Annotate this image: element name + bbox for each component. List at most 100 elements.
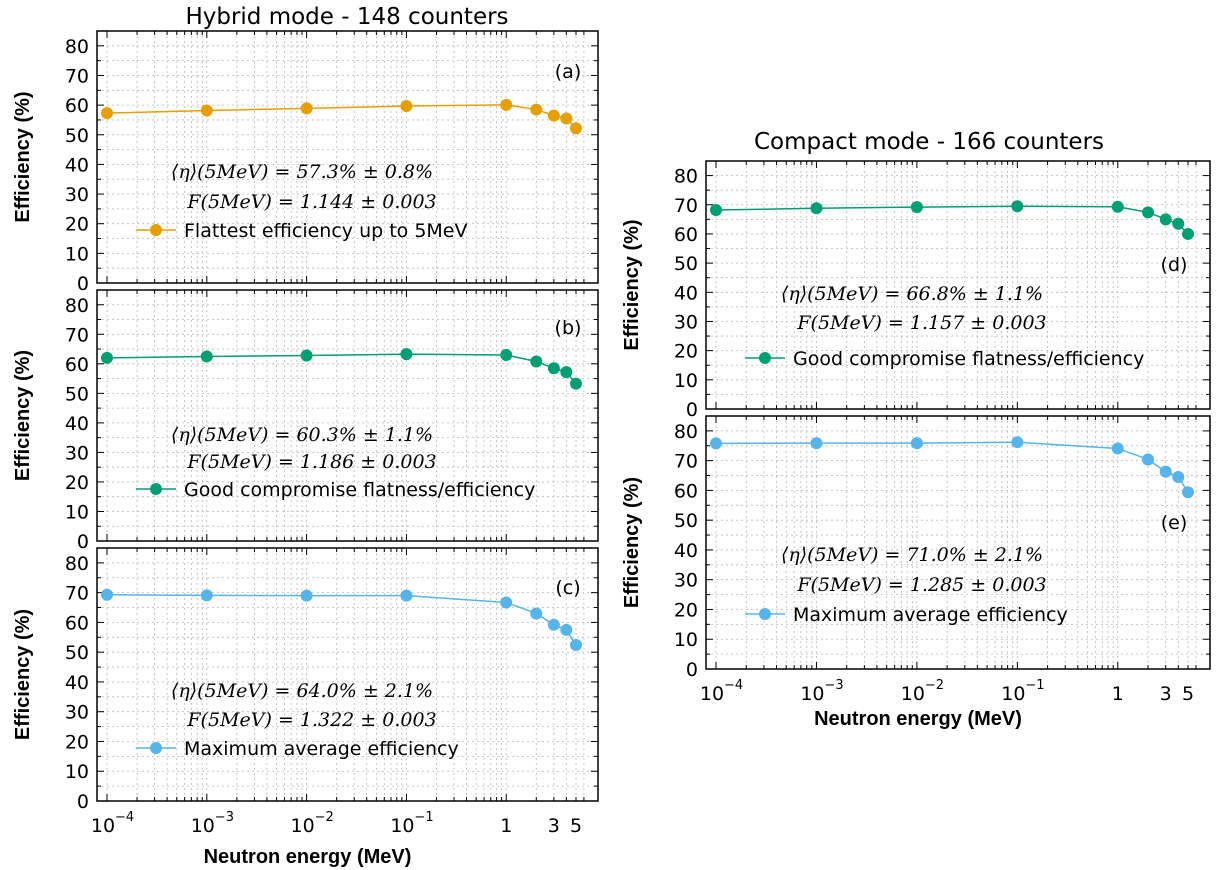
y-tick-label: 20 xyxy=(65,472,89,494)
y-tick-label: 70 xyxy=(674,451,698,473)
x-tick-exponent: −3 xyxy=(215,810,234,825)
data-point xyxy=(560,623,573,636)
mean-efficiency-annotation: ⟨η⟩(5MeV) = 60.3% ± 1.1% xyxy=(171,424,433,446)
data-point xyxy=(300,349,313,362)
data-point xyxy=(547,362,560,375)
data-point xyxy=(200,589,213,602)
y-tick-label: 80 xyxy=(674,421,698,443)
y-tick-label: 60 xyxy=(674,224,698,246)
y-tick-label: 20 xyxy=(65,731,89,753)
y-tick-label: 10 xyxy=(65,501,89,523)
data-point xyxy=(1111,442,1124,455)
legend-marker xyxy=(150,483,162,495)
plot-frame xyxy=(96,547,599,802)
chart-panel: 0 10 20 30 40 50 60 70 80 Efficiency (%) (b) ⟨η⟩(5M… xyxy=(12,289,599,553)
y-tick-label: 60 xyxy=(65,95,89,117)
y-tick-label: 80 xyxy=(65,36,89,58)
data-point xyxy=(200,350,213,363)
mean-efficiency-annotation: ⟨η⟩(5MeV) = 71.0% ± 2.1% xyxy=(781,544,1043,566)
x-tick-label: 10 xyxy=(901,683,925,705)
flatness-annotation: F(5MeV) = 1.186 ± 0.003 xyxy=(186,451,436,473)
y-tick-label: 10 xyxy=(65,243,89,265)
x-tick-label: 1 xyxy=(1112,683,1124,705)
data-point xyxy=(710,437,722,450)
data-point xyxy=(200,104,213,117)
y-tick-label: 40 xyxy=(65,672,89,694)
data-point xyxy=(500,348,513,361)
y-tick-label: 10 xyxy=(65,761,89,783)
data-point xyxy=(1142,206,1155,219)
x-tick-label: 10 xyxy=(1001,683,1025,705)
data-point xyxy=(400,100,413,113)
x-tick-exponent: −1 xyxy=(1025,678,1044,693)
data-point xyxy=(1159,213,1172,226)
data-point xyxy=(810,437,823,450)
y-tick-label: 70 xyxy=(65,583,89,605)
x-axis-label: Neutron energy (MeV) xyxy=(814,708,1022,730)
chart-panel: 0 10 20 30 40 50 60 70 80 Efficiency (%) (a) ⟨η⟩(5M… xyxy=(12,30,599,295)
x-tick-label: 3 xyxy=(548,815,560,837)
y-tick-label: 40 xyxy=(65,413,89,435)
y-tick-label: 20 xyxy=(674,599,698,621)
x-tick-label: 5 xyxy=(1182,683,1194,705)
y-tick-label: 20 xyxy=(674,341,698,363)
y-tick-label: 10 xyxy=(674,629,698,651)
legend-marker xyxy=(150,742,162,754)
plot-frame xyxy=(705,415,1211,670)
y-tick-label: 0 xyxy=(77,791,89,813)
data-point xyxy=(810,202,823,215)
y-tick-label: 0 xyxy=(686,659,698,681)
data-point xyxy=(1182,486,1194,499)
y-tick-label: 50 xyxy=(65,125,89,147)
y-tick-label: 70 xyxy=(65,65,89,87)
plot-frame xyxy=(705,160,1211,410)
left-figure-title: Hybrid mode - 148 counters xyxy=(185,4,508,30)
x-tick-label: 10 xyxy=(390,815,414,837)
data-point xyxy=(1172,217,1185,230)
data-point xyxy=(530,355,543,368)
data-point xyxy=(560,112,573,125)
data-point xyxy=(910,201,923,214)
data-point xyxy=(1172,471,1185,484)
data-point xyxy=(547,109,560,122)
y-tick-label: 50 xyxy=(65,383,89,405)
panel-label: (c) xyxy=(555,577,580,599)
y-axis-label: Efficiency (%) xyxy=(12,91,34,222)
y-tick-label: 40 xyxy=(674,282,698,304)
y-tick-label: 20 xyxy=(65,214,89,236)
y-tick-label: 70 xyxy=(674,195,698,217)
data-point xyxy=(570,377,582,390)
legend-marker xyxy=(150,224,162,236)
legend-label: Maximum average efficiency xyxy=(184,738,459,760)
data-point xyxy=(500,98,513,111)
x-tick-exponent: −4 xyxy=(724,678,743,693)
y-tick-label: 80 xyxy=(65,553,89,575)
flatness-annotation: F(5MeV) = 1.157 ± 0.003 xyxy=(796,312,1046,334)
data-point xyxy=(300,589,313,602)
y-tick-label: 80 xyxy=(674,166,698,188)
mean-efficiency-annotation: ⟨η⟩(5MeV) = 66.8% ± 1.1% xyxy=(781,283,1043,305)
y-axis-label: Efficiency (%) xyxy=(621,219,643,350)
y-tick-label: 50 xyxy=(674,510,698,532)
data-point xyxy=(1182,227,1194,240)
data-point xyxy=(530,607,543,620)
mean-efficiency-annotation: ⟨η⟩(5MeV) = 57.3% ± 0.8% xyxy=(171,161,433,183)
data-point xyxy=(1011,436,1024,449)
data-point xyxy=(570,122,582,135)
x-tick-label: 10 xyxy=(91,815,115,837)
y-tick-label: 0 xyxy=(77,531,89,553)
y-axis-label: Efficiency (%) xyxy=(12,609,34,740)
flatness-annotation: F(5MeV) = 1.285 ± 0.003 xyxy=(796,574,1046,596)
y-tick-label: 50 xyxy=(674,253,698,275)
y-axis-label: Efficiency (%) xyxy=(621,477,643,608)
data-point xyxy=(1159,465,1172,478)
panel-label: (e) xyxy=(1161,512,1188,534)
data-point xyxy=(101,107,113,120)
y-tick-label: 70 xyxy=(65,324,89,346)
x-tick-label: 5 xyxy=(570,815,582,837)
y-tick-label: 0 xyxy=(686,399,698,421)
legend-label: Good compromise flatness/efficiency xyxy=(184,479,535,501)
data-point xyxy=(570,639,582,652)
x-axis-label: Neutron energy (MeV) xyxy=(204,846,412,868)
